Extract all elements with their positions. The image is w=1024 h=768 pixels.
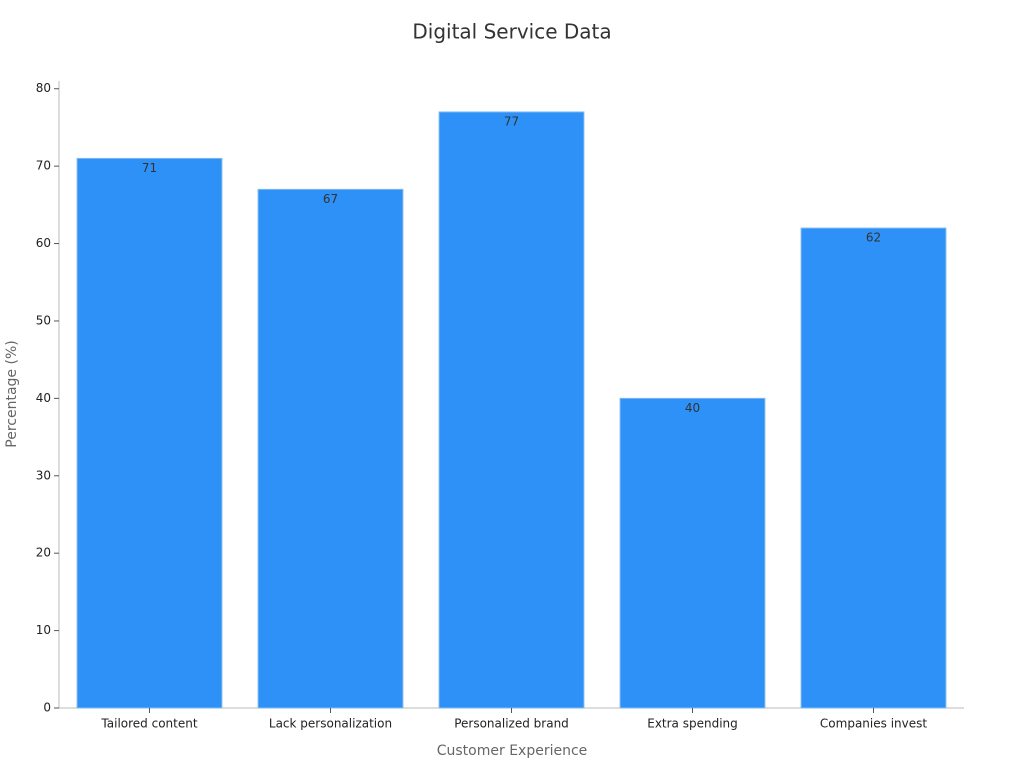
x-tick-label: Lack personalization: [269, 717, 392, 731]
x-tick-label: Tailored content: [100, 717, 197, 731]
y-tick-label: 80: [36, 81, 51, 95]
y-tick-label: 10: [36, 623, 51, 637]
y-tick-label: 0: [43, 701, 51, 715]
bar: [257, 188, 404, 709]
data-label: 77: [504, 114, 519, 128]
y-tick-label: 50: [36, 313, 51, 327]
chart-title: Digital Service Data: [412, 20, 611, 44]
x-tick-label: Extra spending: [647, 717, 738, 731]
data-label: 67: [323, 192, 338, 206]
y-tick-label: 30: [36, 468, 51, 482]
y-axis-label: Percentage (%): [4, 340, 20, 447]
x-axis-label: Customer Experience: [437, 743, 588, 759]
bar: [438, 111, 585, 709]
bar: [76, 157, 223, 709]
y-tick-label: 60: [36, 236, 51, 250]
y-tick-label: 40: [36, 391, 51, 405]
x-tick-label: Companies invest: [820, 717, 927, 731]
y-tick-label: 20: [36, 546, 51, 560]
data-label: 71: [142, 161, 157, 175]
bar: [619, 397, 766, 709]
y-tick-label: 70: [36, 159, 51, 173]
bar: [800, 227, 947, 709]
x-tick-label: Personalized brand: [454, 717, 569, 731]
data-label: 40: [685, 401, 700, 415]
data-label: 62: [866, 231, 881, 245]
